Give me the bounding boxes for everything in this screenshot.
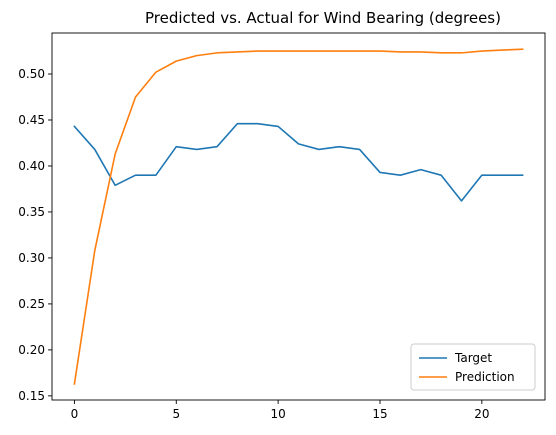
y-tick-label: 0.40	[18, 159, 45, 173]
y-tick-label: 0.15	[18, 389, 45, 403]
axes: 0 5 10 15 20 0.15 0.20 0.25 0.30 0.35 0.40 0.45 0.50	[18, 32, 546, 421]
series-line-target	[73, 122, 524, 202]
legend-label-target: Target	[454, 351, 492, 365]
y-tick-label: 0.50	[18, 67, 45, 81]
chart-title: Predicted vs. Actual for Wind Bearing (d…	[145, 9, 501, 27]
legend: Target Prediction	[410, 343, 536, 391]
legend-box	[410, 343, 536, 391]
y-tick-label: 0.45	[18, 113, 45, 127]
x-tick-label: 0	[71, 407, 79, 421]
x-tick-label: 10	[270, 407, 285, 421]
y-tick-label: 0.30	[18, 251, 45, 265]
x-tick-label: 15	[372, 407, 387, 421]
x-tick-label: 5	[172, 407, 180, 421]
legend-label-prediction: Prediction	[455, 370, 515, 384]
x-tick-label: 20	[474, 407, 489, 421]
axes-frame	[51, 32, 546, 401]
y-tick-label: 0.35	[18, 205, 45, 219]
plot-area	[73, 48, 524, 385]
series-line-prediction	[73, 48, 524, 385]
y-tick-label: 0.20	[18, 343, 45, 357]
y-tick-label: 0.25	[18, 297, 45, 311]
